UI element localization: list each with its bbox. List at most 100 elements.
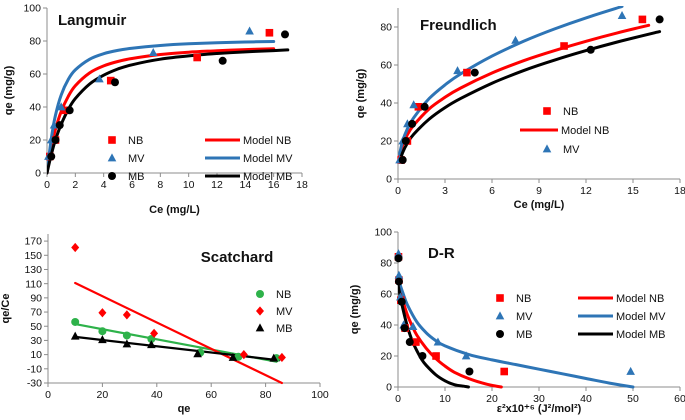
x-tick-label: 9 (536, 185, 542, 197)
y-tick-label: 20 (380, 136, 392, 148)
y-axis-title: qe (mg/g) (349, 284, 361, 334)
x-axis-title: ε²x10⁺⁶ (J²/mol²) (497, 403, 582, 415)
x-tick-label: 0 (44, 179, 50, 191)
freundlich-panel: 0 20 40 60 80 0 3 6 9 12 15 18 Ce (mg/L) qe (mg/g) Fre… (355, 6, 685, 211)
data-point-nb (265, 28, 274, 37)
x-tick-label: 12 (211, 179, 223, 191)
x-tick-label: 8 (157, 179, 163, 191)
data-point-mb (398, 156, 407, 164)
x-tick-label: 0 (395, 185, 401, 197)
x-tick-label: 12 (580, 185, 592, 197)
legend-label: Model MB (616, 329, 666, 341)
legend-marker-mb (108, 172, 116, 180)
data-point-mb (405, 338, 414, 347)
data-point-mb (401, 137, 410, 145)
y-tick-label: 20 (29, 135, 41, 147)
y-tick-label: 60 (380, 60, 392, 72)
legend-label: NB (516, 293, 531, 305)
data-point-nb (638, 15, 647, 24)
data-point-mb (98, 335, 107, 344)
x-tick-label: 40 (580, 393, 592, 405)
data-point-mb (269, 353, 279, 362)
langmuir-panel: 0 20 40 60 80 100 0 2 4 6 8 10 12 14 16 18 Ce (mg/L) qe (… (3, 3, 308, 216)
data-point-mv (122, 310, 131, 320)
y-axis-title: qe (mg/g) (355, 68, 367, 118)
data-point-nb (122, 331, 131, 340)
legend-marker-nb (496, 294, 504, 302)
x-tick-label: 20 (486, 393, 498, 405)
data-point-nb (560, 42, 568, 50)
y-tick-label: 0 (35, 168, 41, 180)
x-tick-label: 0 (45, 389, 51, 401)
data-point-mv (408, 321, 418, 330)
x-tick-label: 60 (205, 389, 217, 401)
x-tick-label: 0 (395, 393, 401, 405)
x-axis-title: Ce (mg/L) (514, 199, 565, 211)
data-point-mv (409, 100, 418, 109)
data-point-mb (586, 45, 595, 54)
legend-marker-mb (496, 330, 504, 338)
legend-marker-mv (107, 153, 117, 162)
data-point-mb (470, 68, 479, 77)
legend-label: NB (276, 289, 291, 301)
y-tick-label: 80 (29, 36, 41, 48)
x-tick-label: 20 (97, 389, 109, 401)
data-point-mb (408, 119, 417, 128)
y-axis-title: qe/Ce (0, 294, 12, 324)
data-point-mv (277, 352, 286, 363)
y-tick-label: 100 (23, 3, 41, 15)
y-tick-label: -10 (27, 363, 42, 375)
data-point-mv (461, 351, 471, 360)
data-point-nb (61, 106, 70, 115)
legend-label: Model MV (243, 153, 293, 165)
data-point-mb (70, 331, 80, 340)
y-tick-label: 0 (386, 382, 392, 394)
data-point-nb (432, 352, 440, 360)
series-line-model-nb (47, 47, 276, 175)
x-tick-label: 50 (627, 393, 639, 405)
x-tick-label: 100 (311, 389, 329, 401)
data-point-mb (397, 297, 406, 306)
data-point-nb (414, 103, 423, 111)
legend-label: Model MB (243, 171, 293, 183)
x-tick-label: 80 (260, 389, 272, 401)
data-point-mb (394, 254, 403, 263)
data-point-mb (420, 102, 429, 111)
data-point-nb (412, 338, 420, 346)
data-point-mb (465, 367, 474, 376)
y-tick-label: 80 (380, 258, 392, 270)
x-tick-label: 14 (239, 179, 251, 191)
data-point-mb (418, 352, 427, 360)
y-tick-label: 150 (24, 250, 42, 262)
legend-label: Model MV (616, 311, 666, 323)
data-point-mv (433, 337, 443, 346)
data-point-mv (56, 102, 66, 111)
legend-label: Model NB (616, 293, 664, 305)
legend-label: MB (128, 171, 145, 183)
chart-title: Langmuir (58, 12, 126, 29)
data-point-mb (47, 152, 56, 161)
data-point-mb (51, 136, 60, 144)
dr-panel: 0 20 40 60 80 100 0 10 20 30 40 50 60 ε²x10⁺⁶ (J²/mol… (349, 227, 685, 415)
x-tick-label: 6 (489, 185, 495, 197)
legend-marker-mv (256, 306, 264, 316)
data-point-nb (463, 68, 471, 77)
data-point-mv (98, 308, 107, 318)
legend-label: MV (563, 144, 580, 156)
data-point-mb (147, 340, 156, 349)
y-tick-label: 80 (380, 22, 392, 34)
y-tick-label: 40 (380, 98, 392, 110)
x-axis-title: qe (178, 403, 191, 415)
x-tick-label: 10 (439, 393, 451, 405)
series-line-mv-fit (74, 281, 283, 385)
data-point-mb (122, 339, 132, 348)
scatchard-panel: -30 -10 10 30 50 70 90 110 130 150 170 0 20 40 60 80 100… (0, 234, 329, 415)
data-point-nb (98, 327, 107, 336)
series-line-model-mb (398, 283, 470, 389)
series-line-model-mv (398, 6, 624, 156)
y-tick-label: 130 (24, 264, 42, 276)
data-point-mv (150, 328, 159, 338)
data-point-mb (65, 106, 74, 115)
y-tick-label: 40 (380, 320, 392, 332)
